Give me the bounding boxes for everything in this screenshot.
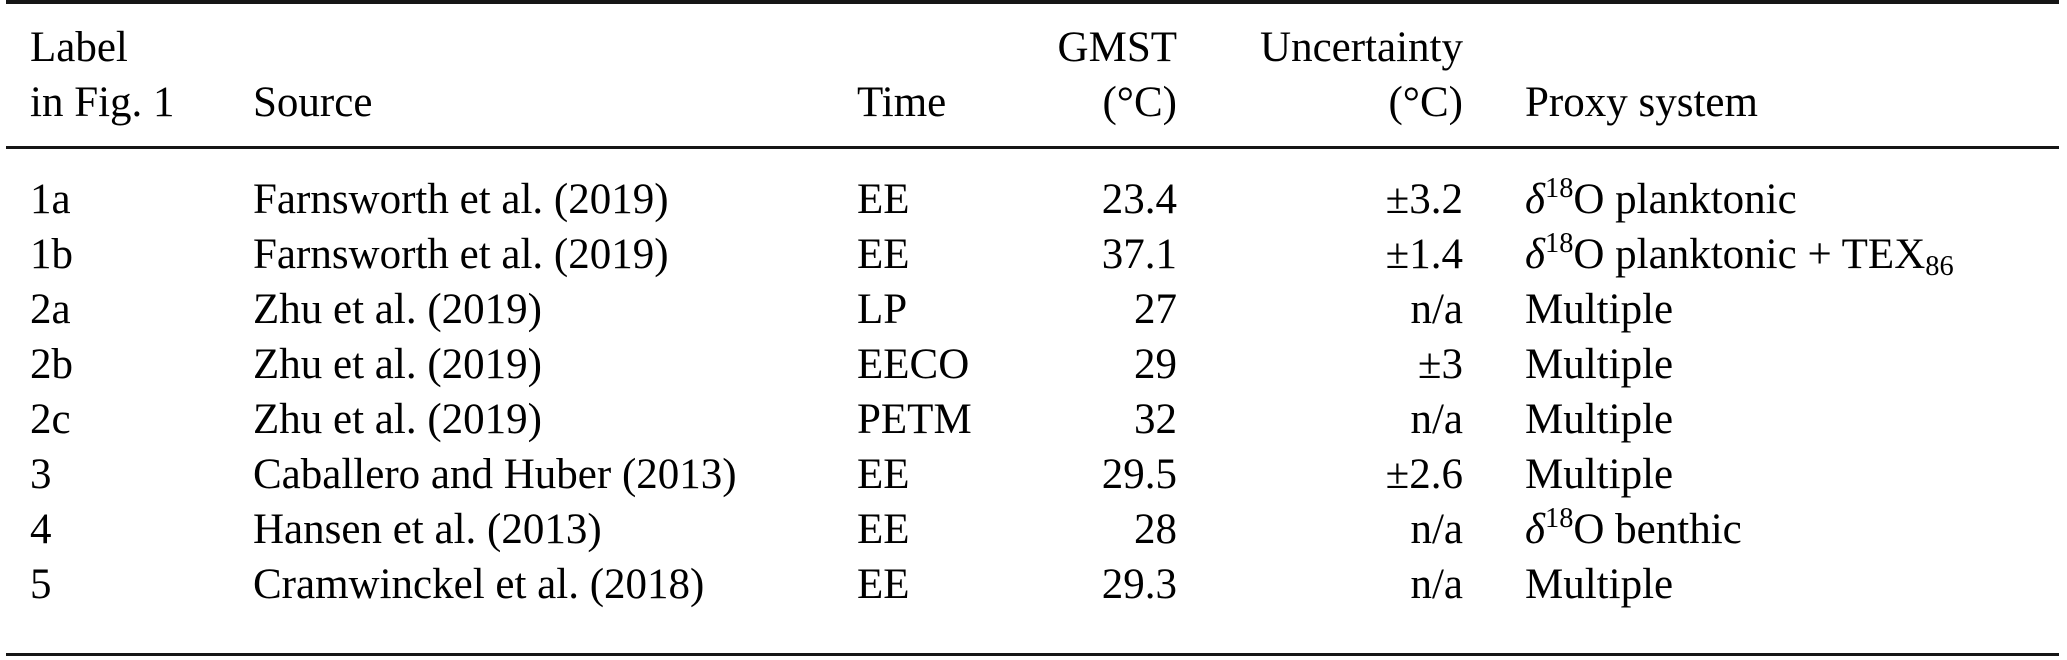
cell-gmst: 29.5 xyxy=(1101,451,1177,498)
cell-proxy-system: δ18O planktonic + TEX86 xyxy=(1525,228,1954,283)
header-gmst-line1: GMST xyxy=(1057,24,1177,71)
cell-source: Farnsworth et al. (2019) xyxy=(253,231,669,278)
cell-uncertainty: n/a xyxy=(1410,396,1463,443)
cell-uncertainty: ±2.6 xyxy=(1385,451,1463,498)
cell-uncertainty: ±1.4 xyxy=(1385,231,1463,278)
cell-source: Zhu et al. (2019) xyxy=(253,396,542,443)
cell-proxy-system: δ18O benthic xyxy=(1525,503,1742,553)
table-row-2c: 2c Zhu et al. (2019) PETM 32 n/a Multipl… xyxy=(0,392,2067,447)
cell-uncertainty: n/a xyxy=(1410,561,1463,608)
cell-label: 2a xyxy=(30,286,71,333)
gmst-estimates-table: Label in Fig. 1 Source Time GMST (°C) Un… xyxy=(0,0,2067,612)
table-row-1b: 1b Farnsworth et al. (2019) EE 37.1 ±1.4… xyxy=(0,227,2067,282)
table-row-2b: 2b Zhu et al. (2019) EECO 29 ±3 Multiple xyxy=(0,337,2067,392)
cell-source: Hansen et al. (2013) xyxy=(253,506,602,553)
cell-time: PETM xyxy=(857,396,972,443)
cell-time: LP xyxy=(857,286,908,333)
column-header-time: Time xyxy=(857,0,1037,130)
table-row-1a: 1a Farnsworth et al. (2019) EE 23.4 ±3.2… xyxy=(0,172,2067,227)
spacer-row xyxy=(0,130,2067,172)
header-label-line1: Label xyxy=(30,24,128,71)
table-bottom-rule xyxy=(6,653,2059,656)
cell-proxy-system: Multiple xyxy=(1525,341,1674,388)
cell-gmst: 27 xyxy=(1134,286,1177,333)
header-proxy-line1 xyxy=(1525,20,2067,75)
cell-time: EE xyxy=(857,176,910,223)
header-source-line2: Source xyxy=(253,79,373,126)
table-header-rule xyxy=(6,146,2059,149)
cell-source: Cramwinckel et al. (2018) xyxy=(253,561,705,608)
cell-proxy-system: Multiple xyxy=(1525,451,1674,498)
column-header-label-in-fig1: Label in Fig. 1 xyxy=(0,0,253,130)
cell-label: 1b xyxy=(30,231,73,278)
table-row-4: 4 Hansen et al. (2013) EE 28 n/a δ18O be… xyxy=(0,502,2067,557)
header-time-line2: Time xyxy=(857,79,947,126)
cell-time: EE xyxy=(857,451,910,498)
cell-source: Zhu et al. (2019) xyxy=(253,341,542,388)
table-top-rule xyxy=(6,0,2059,4)
spacer-cell xyxy=(0,130,2067,172)
column-header-source: Source xyxy=(253,0,857,130)
cell-proxy-system: δ18O planktonic xyxy=(1525,173,1797,223)
header-gmst-line2: (°C) xyxy=(1102,79,1177,126)
header-source-line1 xyxy=(253,20,857,75)
cell-gmst: 37.1 xyxy=(1101,231,1177,278)
cell-source: Zhu et al. (2019) xyxy=(253,286,542,333)
cell-source: Farnsworth et al. (2019) xyxy=(253,176,669,223)
header-row: Label in Fig. 1 Source Time GMST (°C) Un… xyxy=(0,0,2067,130)
table-row-2a: 2a Zhu et al. (2019) LP 27 n/a Multiple xyxy=(0,282,2067,337)
table-row-3: 3 Caballero and Huber (2013) EE 29.5 ±2.… xyxy=(0,447,2067,502)
cell-gmst: 23.4 xyxy=(1101,176,1177,223)
cell-label: 3 xyxy=(30,451,52,498)
cell-time: EE xyxy=(857,561,910,608)
cell-uncertainty: n/a xyxy=(1410,286,1463,333)
column-header-gmst: GMST (°C) xyxy=(1037,0,1177,130)
header-time-line1 xyxy=(857,20,1037,75)
cell-time: EECO xyxy=(857,341,970,388)
header-uncertainty-line1: Uncertainty xyxy=(1260,24,1463,71)
cell-uncertainty: ±3 xyxy=(1417,341,1463,388)
cell-time: EE xyxy=(857,231,910,278)
cell-uncertainty: ±3.2 xyxy=(1385,176,1463,223)
header-label-line2: in Fig. 1 xyxy=(30,79,175,126)
column-header-uncertainty: Uncertainty (°C) xyxy=(1177,0,1463,130)
cell-label: 4 xyxy=(30,506,52,553)
table-row-5: 5 Cramwinckel et al. (2018) EE 29.3 n/a … xyxy=(0,557,2067,612)
cell-time: EE xyxy=(857,506,910,553)
cell-proxy-system: Multiple xyxy=(1525,396,1674,443)
cell-gmst: 32 xyxy=(1134,396,1177,443)
header-uncertainty-line2: (°C) xyxy=(1388,79,1463,126)
cell-source: Caballero and Huber (2013) xyxy=(253,451,737,498)
column-header-proxy-system: Proxy system xyxy=(1463,0,2067,130)
cell-label: 2c xyxy=(30,396,71,443)
cell-label: 5 xyxy=(30,561,52,608)
cell-uncertainty: n/a xyxy=(1410,506,1463,553)
cell-gmst: 28 xyxy=(1134,506,1177,553)
cell-proxy-system: Multiple xyxy=(1525,561,1674,608)
cell-proxy-system: Multiple xyxy=(1525,286,1674,333)
header-proxy-line2: Proxy system xyxy=(1525,79,1758,126)
cell-label: 2b xyxy=(30,341,73,388)
cell-gmst: 29.3 xyxy=(1101,561,1177,608)
cell-label: 1a xyxy=(30,176,71,223)
cell-gmst: 29 xyxy=(1134,341,1177,388)
